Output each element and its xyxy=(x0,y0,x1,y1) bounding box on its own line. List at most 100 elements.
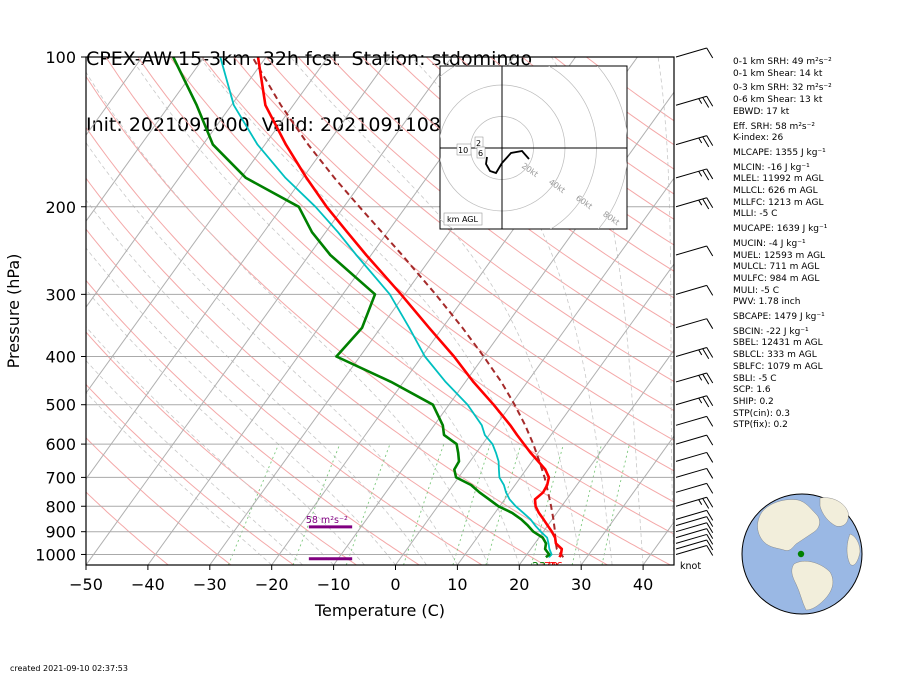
isotherm xyxy=(86,57,391,480)
wind-barb-flag xyxy=(706,245,714,257)
wind-barb-flag xyxy=(706,452,714,463)
wind-barb xyxy=(675,318,707,329)
dry-adiabat xyxy=(86,279,420,565)
wind-barb xyxy=(675,395,707,406)
mixing-ratio-line xyxy=(292,443,341,565)
mixing-ratio-line xyxy=(530,443,564,565)
parameter-item: MLCAPE: 1355 J kg⁻¹ xyxy=(733,147,826,158)
mixing-ratio-line xyxy=(452,443,491,565)
wind-barb-flag xyxy=(706,47,714,59)
wind-barb-flag xyxy=(706,528,714,539)
dry-adiabat xyxy=(86,383,295,565)
wind-barb-flag xyxy=(706,522,714,533)
moist-adiabat xyxy=(290,57,582,565)
wind-barb xyxy=(675,522,707,533)
wind-barb xyxy=(675,496,707,507)
wind-barb-flag xyxy=(702,198,710,210)
parameter-item: MULCL: 711 m AGL xyxy=(733,262,820,273)
surface-dewpoint-label: 23 xyxy=(532,560,546,573)
wind-barb xyxy=(675,284,707,295)
parameter-item: 0-3 km SRH: 32 m²s⁻² xyxy=(733,83,832,94)
wind-barb-flag xyxy=(706,545,714,556)
dry-adiabat xyxy=(86,177,546,565)
station-marker xyxy=(797,550,805,558)
dry-adiabat xyxy=(86,437,232,565)
wind-barb-half xyxy=(698,171,703,177)
wind-barb-flag xyxy=(706,285,714,296)
wind-barb-flag xyxy=(706,395,714,407)
moist-adiabat xyxy=(130,57,520,565)
mixing-ratio-line xyxy=(345,443,391,565)
isotherm xyxy=(395,177,674,565)
wind-barb-flag xyxy=(702,136,710,148)
wind-barb-flag xyxy=(706,534,714,545)
wind-barb xyxy=(675,372,707,383)
globe-land-greenland xyxy=(819,497,849,527)
hodograph-height-label: 10 xyxy=(458,146,468,155)
isotherm xyxy=(456,263,674,565)
moist-adiabat xyxy=(86,360,303,565)
parameter-item: MLLI: -5 C xyxy=(733,209,778,220)
moist-adiabat xyxy=(86,247,396,565)
wind-barb-half xyxy=(698,199,703,206)
wind-barb-flag xyxy=(702,169,710,181)
y-tick-label: 900 xyxy=(45,523,76,542)
y-tick-label: 600 xyxy=(45,435,76,454)
hodograph-trace-low xyxy=(485,156,503,175)
wind-barb xyxy=(675,197,707,208)
wind-barb-half xyxy=(698,397,703,404)
parameter-item: MLCIN: -16 J kg⁻¹ xyxy=(733,162,810,173)
parameter-item: 0-6 km Shear: 13 kt xyxy=(733,95,823,106)
dewpoint-profile xyxy=(172,57,551,559)
wind-barb xyxy=(675,415,707,426)
wind-barb-flag xyxy=(706,468,714,479)
x-axis-label: Temperature (C) xyxy=(314,601,445,620)
parameter-item: Eff. SRH: 58 m²s⁻² xyxy=(733,121,815,132)
x-tick-label: 30 xyxy=(571,575,591,594)
y-tick-label: 1000 xyxy=(35,545,76,564)
mixing-ratio-line xyxy=(601,443,630,565)
parameter-item: MUCAPE: 1639 J kg⁻¹ xyxy=(733,224,828,235)
moist-adiabat xyxy=(86,326,334,565)
isotherm xyxy=(580,435,674,565)
wind-barb-flag xyxy=(706,318,714,329)
hodograph-height-label: 6 xyxy=(478,149,483,158)
wind-barb xyxy=(675,434,707,445)
wind-barb-flag xyxy=(706,416,714,427)
dry-adiabat xyxy=(86,331,357,565)
wind-barb xyxy=(675,533,707,544)
wind-barb-flag xyxy=(706,347,714,358)
hodograph-height-label: 2 xyxy=(476,139,481,148)
parameter-item: STP(fix): 0.2 xyxy=(733,420,788,431)
globe-land-north-america xyxy=(757,499,820,551)
temperature-profile xyxy=(256,57,564,558)
wind-barb xyxy=(675,516,707,527)
mixing-ratio-line xyxy=(227,443,280,565)
surface-temperature-label: 26 xyxy=(549,560,563,573)
dry-adiabat xyxy=(86,228,483,565)
dry-adiabat xyxy=(137,57,674,503)
wind-barb-half xyxy=(698,98,703,104)
dry-adiabat xyxy=(265,57,674,383)
wind-barb xyxy=(675,539,707,550)
parameter-item: MUEL: 12593 m AGL xyxy=(733,250,826,261)
parameter-item: STP(cin): 0.3 xyxy=(733,408,791,419)
y-tick-label: 100 xyxy=(45,48,76,67)
wind-barb-flag xyxy=(706,95,714,107)
isotherm xyxy=(86,57,329,394)
y-axis-label: Pressure (hPa) xyxy=(4,254,23,369)
isotherm xyxy=(86,57,267,308)
x-tick-label: −50 xyxy=(69,575,103,594)
y-tick-label: 200 xyxy=(45,198,76,217)
y-tick-label: 400 xyxy=(45,348,76,367)
wind-barb-half xyxy=(698,375,703,381)
parameter-item: SBLI: -5 C xyxy=(733,373,777,384)
x-tick-label: 10 xyxy=(447,575,467,594)
dry-adiabat xyxy=(297,57,674,354)
wind-barb-flag xyxy=(706,497,714,508)
wind-barb xyxy=(675,47,707,58)
wind-barb xyxy=(675,482,707,493)
parcel-profile xyxy=(251,57,565,558)
dry-adiabat xyxy=(233,57,674,412)
parameter-list: 0-1 km SRH: 49 m²s⁻² 0-1 km Shear: 14 kt 0… xyxy=(733,57,832,432)
